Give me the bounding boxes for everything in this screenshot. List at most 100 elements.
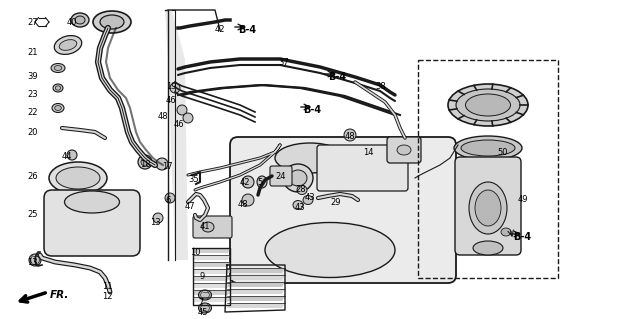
Text: 48: 48 bbox=[345, 132, 356, 141]
Polygon shape bbox=[165, 10, 188, 260]
Text: 5: 5 bbox=[257, 178, 262, 187]
Polygon shape bbox=[227, 289, 285, 294]
Text: 9: 9 bbox=[200, 272, 205, 281]
Text: 44: 44 bbox=[62, 152, 72, 161]
Ellipse shape bbox=[71, 13, 89, 27]
Polygon shape bbox=[193, 297, 230, 302]
FancyBboxPatch shape bbox=[270, 166, 292, 186]
Ellipse shape bbox=[469, 182, 507, 234]
Text: 45: 45 bbox=[198, 308, 209, 317]
Ellipse shape bbox=[265, 222, 395, 278]
Ellipse shape bbox=[297, 186, 307, 195]
Text: 41: 41 bbox=[200, 222, 211, 231]
Text: B-4: B-4 bbox=[513, 232, 531, 242]
Ellipse shape bbox=[303, 196, 313, 204]
Polygon shape bbox=[193, 290, 230, 295]
Ellipse shape bbox=[344, 129, 356, 141]
Ellipse shape bbox=[501, 228, 511, 236]
Text: 21: 21 bbox=[27, 48, 38, 57]
Text: 42: 42 bbox=[240, 178, 250, 187]
Ellipse shape bbox=[141, 158, 149, 166]
Polygon shape bbox=[193, 248, 230, 253]
Text: 18: 18 bbox=[140, 160, 150, 169]
Ellipse shape bbox=[54, 65, 62, 70]
Ellipse shape bbox=[242, 194, 254, 206]
Text: 47: 47 bbox=[185, 202, 196, 211]
Ellipse shape bbox=[153, 213, 163, 223]
Ellipse shape bbox=[51, 63, 65, 72]
Ellipse shape bbox=[198, 303, 211, 313]
Ellipse shape bbox=[53, 84, 63, 92]
Text: 48: 48 bbox=[158, 112, 168, 121]
Text: 39: 39 bbox=[27, 72, 38, 81]
Ellipse shape bbox=[454, 136, 522, 160]
Ellipse shape bbox=[60, 40, 77, 50]
Ellipse shape bbox=[93, 11, 131, 33]
Text: 14: 14 bbox=[363, 148, 374, 157]
Text: 13: 13 bbox=[150, 218, 161, 227]
Ellipse shape bbox=[75, 16, 85, 24]
Ellipse shape bbox=[283, 164, 313, 192]
Text: FR.: FR. bbox=[50, 290, 69, 300]
Polygon shape bbox=[193, 276, 230, 281]
Ellipse shape bbox=[49, 162, 107, 194]
FancyBboxPatch shape bbox=[230, 137, 456, 283]
FancyBboxPatch shape bbox=[317, 145, 408, 191]
Ellipse shape bbox=[56, 167, 100, 189]
Text: 20: 20 bbox=[27, 128, 38, 137]
Text: 19: 19 bbox=[166, 82, 177, 91]
Polygon shape bbox=[193, 283, 230, 288]
Ellipse shape bbox=[54, 106, 61, 110]
Text: 35: 35 bbox=[188, 175, 198, 184]
Text: B-4: B-4 bbox=[238, 25, 256, 35]
Ellipse shape bbox=[465, 94, 511, 116]
Text: 38: 38 bbox=[375, 82, 386, 91]
Ellipse shape bbox=[257, 176, 267, 188]
Text: 40: 40 bbox=[67, 18, 77, 27]
Text: 22: 22 bbox=[27, 108, 38, 117]
Polygon shape bbox=[227, 303, 285, 308]
Text: 17: 17 bbox=[162, 162, 173, 171]
Text: 49: 49 bbox=[518, 195, 529, 204]
Text: 46: 46 bbox=[166, 96, 177, 105]
FancyBboxPatch shape bbox=[387, 137, 421, 163]
Ellipse shape bbox=[183, 113, 193, 123]
Text: 23: 23 bbox=[27, 90, 38, 99]
Ellipse shape bbox=[55, 86, 61, 90]
Polygon shape bbox=[227, 296, 285, 301]
Text: 48: 48 bbox=[238, 200, 248, 209]
Text: 27: 27 bbox=[27, 18, 38, 27]
Text: 24: 24 bbox=[275, 172, 285, 181]
Ellipse shape bbox=[475, 190, 501, 226]
Text: 13: 13 bbox=[27, 258, 38, 267]
Text: 42: 42 bbox=[215, 25, 225, 34]
Text: 26: 26 bbox=[27, 172, 38, 181]
Ellipse shape bbox=[202, 222, 214, 232]
Ellipse shape bbox=[456, 89, 520, 121]
Ellipse shape bbox=[177, 105, 187, 115]
Ellipse shape bbox=[275, 143, 345, 173]
Text: 11: 11 bbox=[102, 282, 113, 291]
Text: 50: 50 bbox=[497, 148, 508, 157]
Text: 43: 43 bbox=[305, 193, 316, 202]
Text: 25: 25 bbox=[27, 210, 38, 219]
Text: B-4: B-4 bbox=[303, 105, 321, 115]
Polygon shape bbox=[193, 255, 230, 260]
Polygon shape bbox=[227, 275, 285, 280]
Ellipse shape bbox=[138, 155, 152, 169]
FancyBboxPatch shape bbox=[44, 190, 140, 256]
Text: 43: 43 bbox=[295, 203, 306, 212]
Polygon shape bbox=[227, 282, 285, 287]
Text: 12: 12 bbox=[102, 292, 113, 301]
FancyBboxPatch shape bbox=[193, 216, 232, 238]
Ellipse shape bbox=[29, 254, 41, 266]
Ellipse shape bbox=[170, 83, 180, 93]
Ellipse shape bbox=[293, 201, 303, 210]
Ellipse shape bbox=[242, 176, 254, 188]
Ellipse shape bbox=[65, 191, 120, 213]
Text: B-4: B-4 bbox=[328, 72, 346, 82]
Polygon shape bbox=[193, 269, 230, 274]
Ellipse shape bbox=[198, 290, 211, 300]
Ellipse shape bbox=[67, 150, 77, 160]
Ellipse shape bbox=[448, 84, 528, 126]
